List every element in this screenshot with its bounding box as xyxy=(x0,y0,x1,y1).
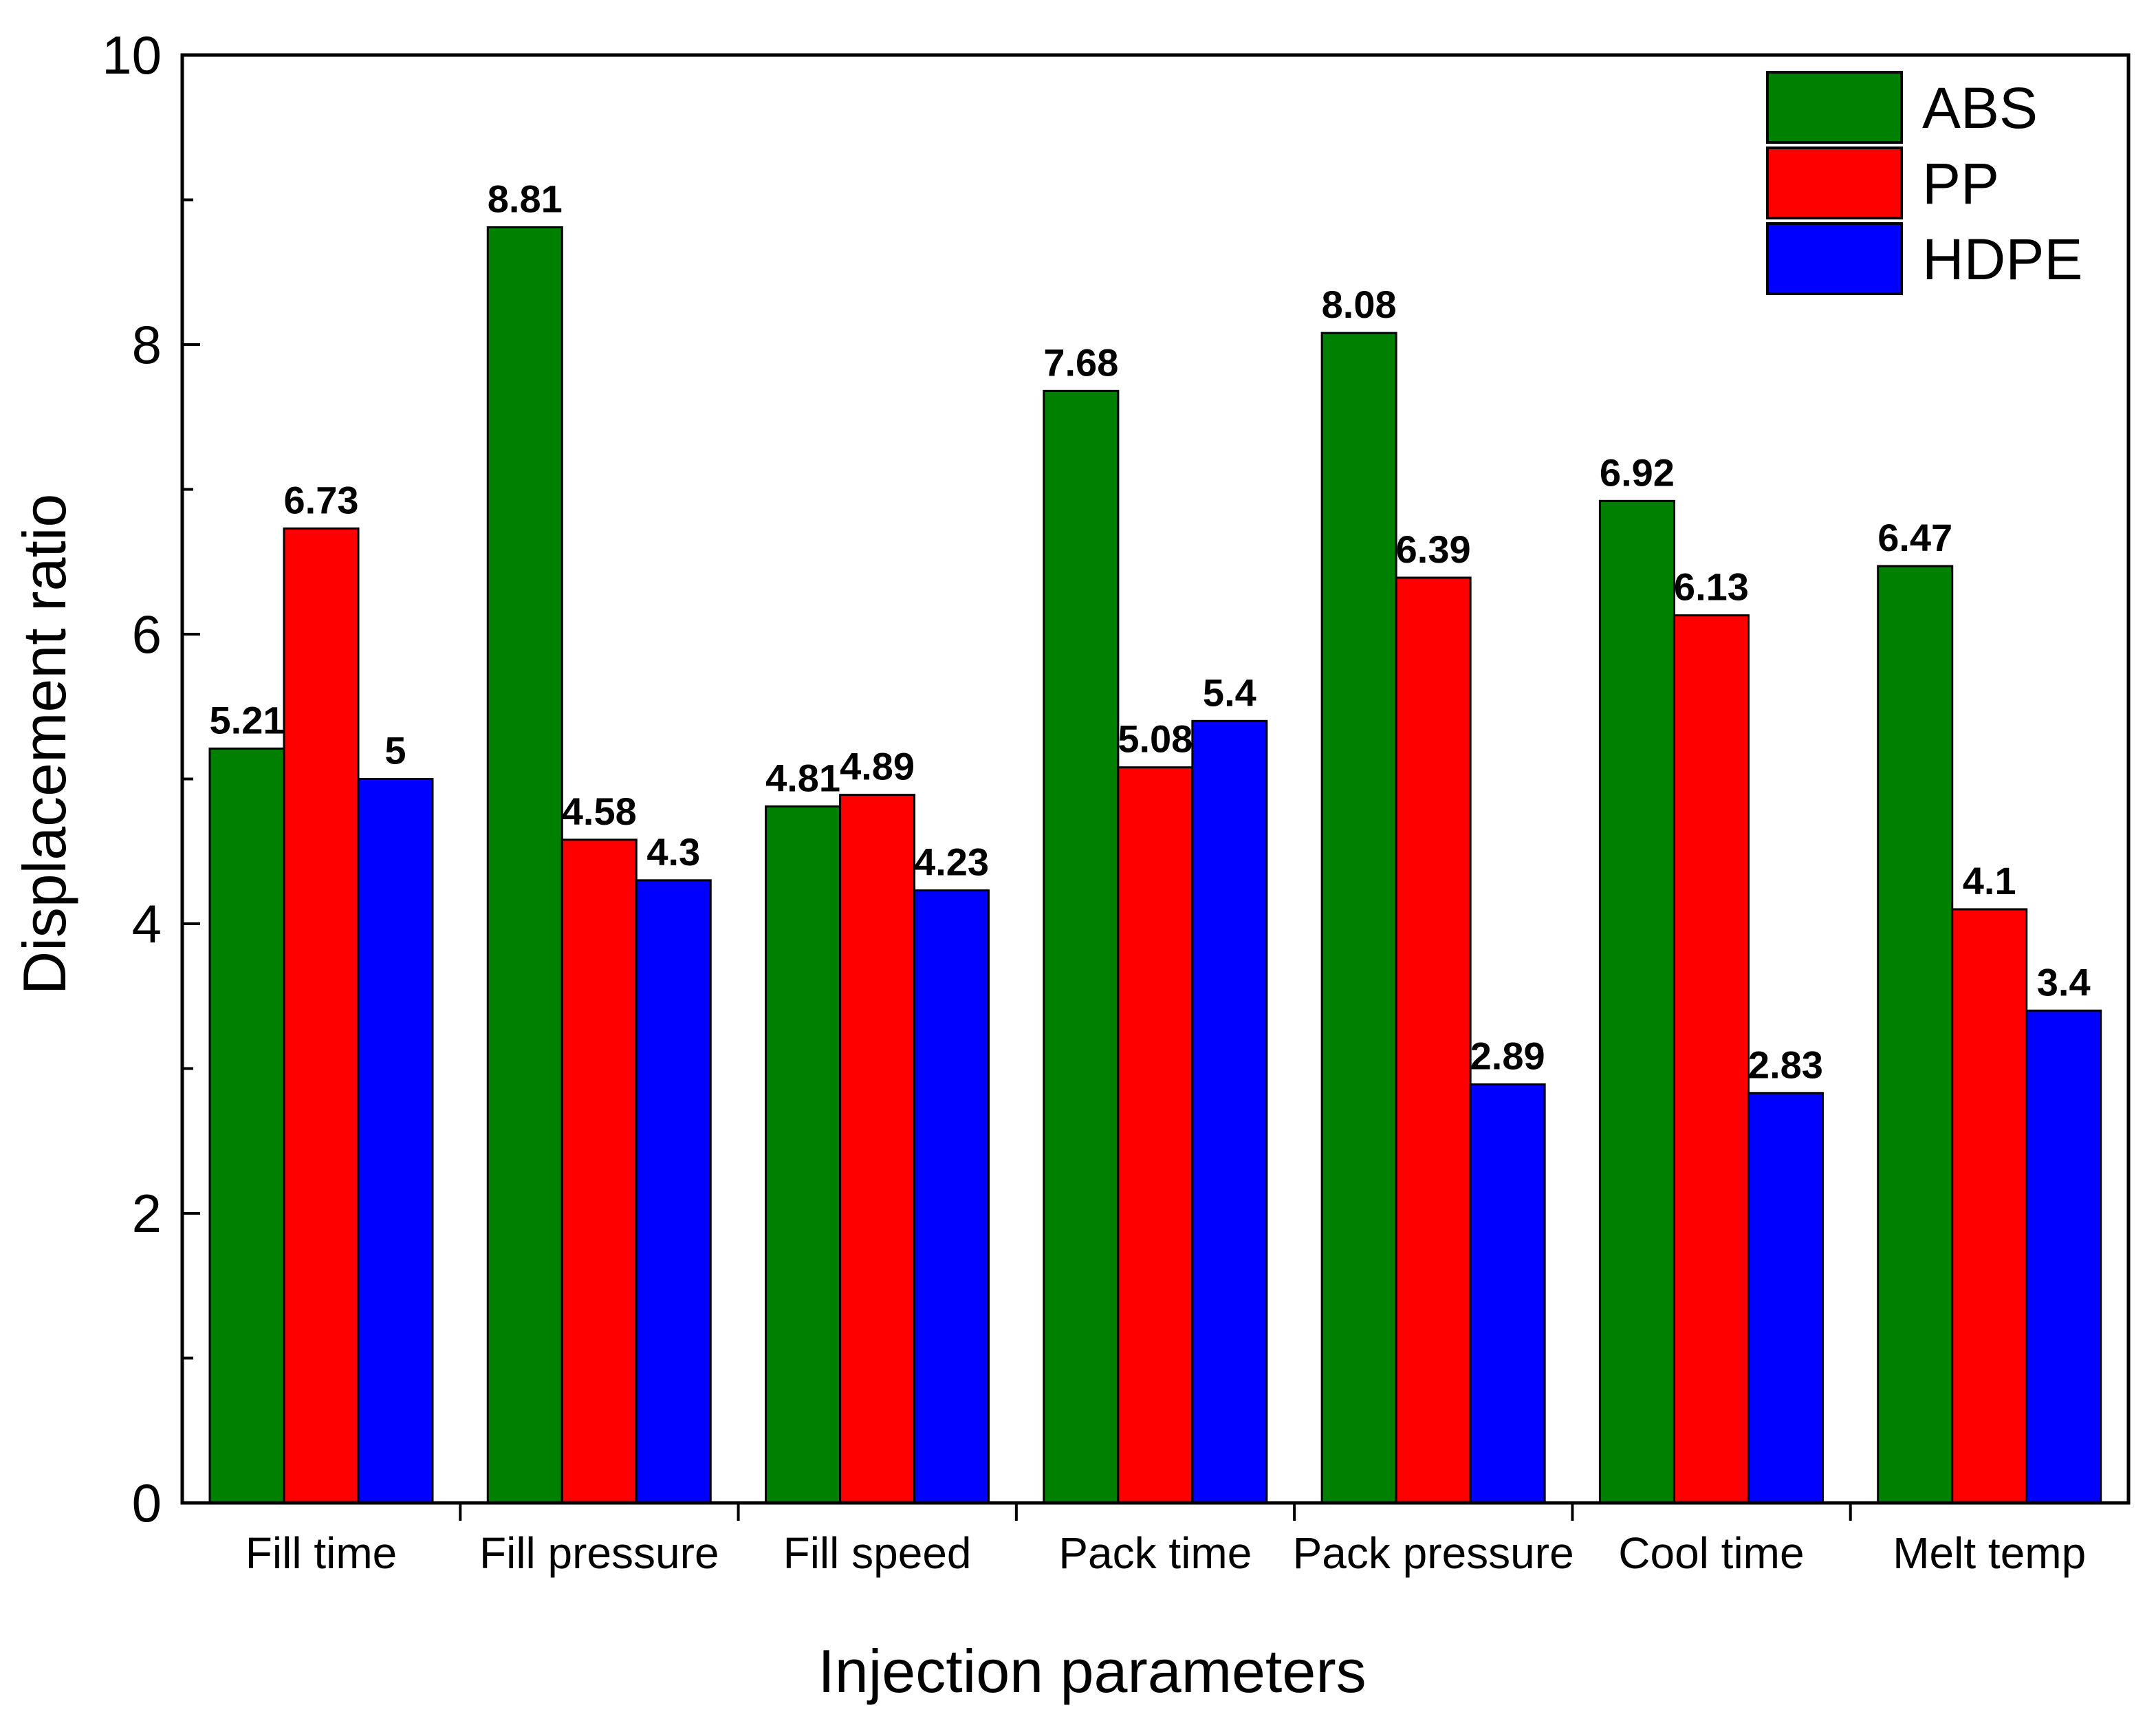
y-tick-label-6: 6 xyxy=(132,604,162,664)
y-tick-label-2: 2 xyxy=(132,1183,162,1244)
legend-swatch-abs xyxy=(1766,71,1903,144)
bar-abs-2 xyxy=(486,226,563,1504)
data-label-pp-5: 6.39 xyxy=(1396,528,1471,571)
data-label-abs-1: 5.21 xyxy=(210,698,285,741)
bar-pp-6 xyxy=(1673,614,1750,1504)
bar-hdpe-5 xyxy=(1469,1083,1546,1504)
bar-pp-1 xyxy=(283,527,360,1504)
data-label-hdpe-7: 3.4 xyxy=(2037,960,2091,1004)
bar-abs-7 xyxy=(1877,565,1954,1504)
legend-label-pp: PP xyxy=(1922,151,1999,216)
bar-abs-5 xyxy=(1320,332,1397,1504)
data-label-pp-1: 6.73 xyxy=(284,478,359,521)
x-tick-label-2: Fill pressure xyxy=(479,1528,719,1578)
data-label-pp-6: 6.13 xyxy=(1674,565,1749,609)
data-label-hdpe-2: 4.3 xyxy=(646,830,700,874)
bar-abs-1 xyxy=(208,747,285,1504)
bar-pp-3 xyxy=(839,794,916,1504)
y-tick-label-8: 8 xyxy=(132,314,162,375)
data-label-hdpe-4: 5.4 xyxy=(1203,671,1256,714)
data-label-abs-3: 4.81 xyxy=(765,756,840,799)
bar-pp-2 xyxy=(560,838,638,1504)
data-label-abs-4: 7.68 xyxy=(1043,340,1118,384)
x-tick-label-6: Cool time xyxy=(1618,1528,1804,1578)
bar-pp-7 xyxy=(1951,908,2028,1504)
legend-label-hdpe: HDPE xyxy=(1922,227,2082,292)
data-label-pp-4: 5.08 xyxy=(1118,717,1193,761)
x-tick-label-4: Pack time xyxy=(1058,1528,1252,1578)
bar-hdpe-6 xyxy=(1747,1092,1824,1504)
x-tick-label-1: Fill time xyxy=(246,1528,397,1578)
data-label-pp-7: 4.1 xyxy=(1963,859,2016,902)
data-labels-layer: 5.21 6.73 5 8.81 4.584.3 4.81 4.89 4.23 7.68 5.08… xyxy=(210,177,2091,1086)
bar-pp-5 xyxy=(1395,576,1472,1504)
bar-hdpe-3 xyxy=(913,889,990,1504)
bar-pp-4 xyxy=(1117,766,1194,1504)
y-axis-title: Displacement ratio xyxy=(10,494,78,995)
legend-label-abs: ABS xyxy=(1922,76,2038,140)
x-tick-label-7: Melt temp xyxy=(1893,1528,2086,1578)
data-label-hdpe-6: 2.83 xyxy=(1748,1043,1823,1086)
data-label-abs-5: 8.08 xyxy=(1322,283,1397,326)
data-label-hdpe-1: 5 xyxy=(384,729,406,772)
legend: ABS PP HDPE xyxy=(1766,71,2082,295)
x-tick-label-5: Pack pressure xyxy=(1293,1528,1574,1578)
y-tick-label-4: 4 xyxy=(132,893,162,954)
legend-swatch-hdpe xyxy=(1766,222,1903,295)
data-label-pp-2: 4.58 xyxy=(562,790,637,833)
bar-hdpe-4 xyxy=(1191,719,1268,1504)
x-axis-title: Injection parameters xyxy=(818,1637,1366,1705)
bars-layer xyxy=(208,226,2102,1504)
data-label-abs-6: 6.92 xyxy=(1600,451,1675,494)
legend-swatch-pp xyxy=(1766,147,1903,219)
bar-hdpe-2 xyxy=(635,879,712,1504)
bar-hdpe-1 xyxy=(357,778,434,1504)
bar-abs-6 xyxy=(1598,499,1675,1504)
data-label-hdpe-5: 2.89 xyxy=(1470,1034,1545,1078)
y-tick-label-10: 10 xyxy=(102,25,162,85)
data-label-abs-2: 8.81 xyxy=(488,177,563,220)
data-label-hdpe-3: 4.23 xyxy=(914,841,989,884)
x-tick-label-3: Fill speed xyxy=(783,1528,972,1578)
bar-abs-3 xyxy=(765,805,842,1504)
bar-hdpe-7 xyxy=(2025,1009,2102,1504)
axes-layer: Fill time Fill pressure Fill speed Pack tim… xyxy=(102,25,2131,1578)
data-label-pp-3: 4.89 xyxy=(840,745,915,788)
data-label-abs-7: 6.47 xyxy=(1877,516,1952,559)
y-tick-label-0: 0 xyxy=(132,1473,162,1533)
bar-abs-4 xyxy=(1043,389,1120,1504)
